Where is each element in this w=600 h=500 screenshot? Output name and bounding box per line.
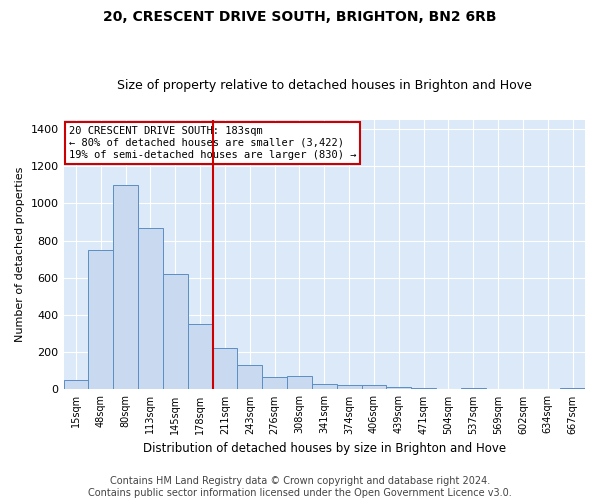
Bar: [262, 378, 287, 390]
Text: Contains HM Land Registry data © Crown copyright and database right 2024.
Contai: Contains HM Land Registry data © Crown c…: [88, 476, 512, 498]
Bar: [113, 184, 138, 390]
Bar: [461, 388, 485, 390]
X-axis label: Distribution of detached houses by size in Brighton and Hove: Distribution of detached houses by size …: [143, 442, 506, 455]
Bar: [238, 365, 262, 390]
Bar: [560, 388, 585, 390]
Bar: [362, 386, 386, 390]
Bar: [64, 380, 88, 390]
Bar: [188, 324, 212, 390]
Text: 20, CRESCENT DRIVE SOUTH, BRIGHTON, BN2 6RB: 20, CRESCENT DRIVE SOUTH, BRIGHTON, BN2 …: [103, 10, 497, 24]
Bar: [138, 228, 163, 390]
Text: 20 CRESCENT DRIVE SOUTH: 183sqm
← 80% of detached houses are smaller (3,422)
19%: 20 CRESCENT DRIVE SOUTH: 183sqm ← 80% of…: [69, 126, 356, 160]
Y-axis label: Number of detached properties: Number of detached properties: [15, 167, 25, 342]
Bar: [88, 250, 113, 390]
Bar: [337, 385, 362, 390]
Bar: [411, 388, 436, 390]
Bar: [212, 348, 238, 390]
Bar: [287, 376, 312, 390]
Bar: [312, 384, 337, 390]
Bar: [386, 386, 411, 390]
Bar: [163, 274, 188, 390]
Title: Size of property relative to detached houses in Brighton and Hove: Size of property relative to detached ho…: [117, 79, 532, 92]
